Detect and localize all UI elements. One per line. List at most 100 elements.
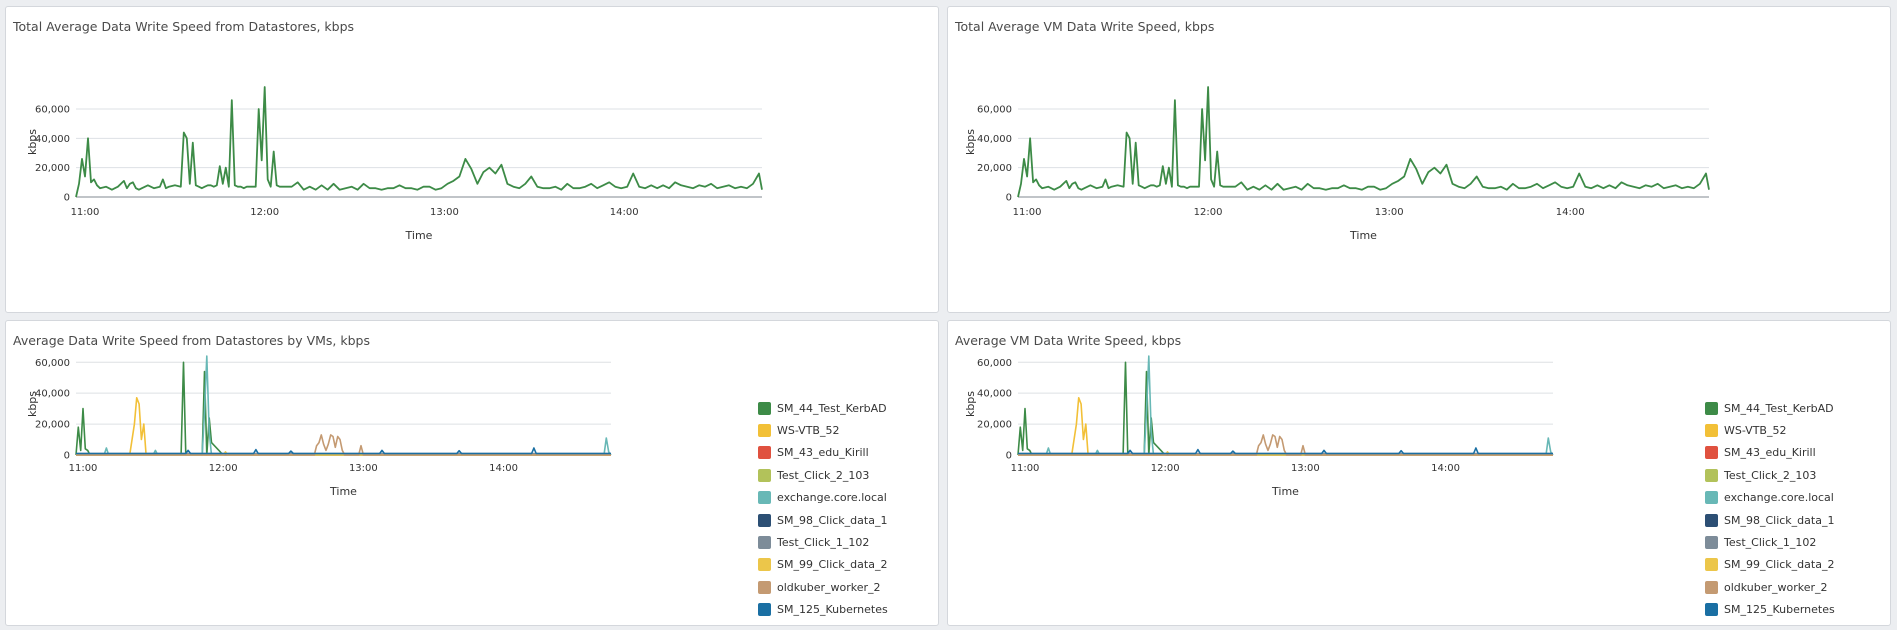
y-tick-label: 20,000	[35, 420, 70, 431]
series-line-ws-vtb-52[interactable]	[1018, 397, 1553, 456]
y-tick-label: 40,000	[35, 134, 70, 145]
legend-item[interactable]: SM_125_Kubernetes	[1705, 599, 1835, 621]
legend-item[interactable]: SM_125_Kubernetes	[758, 599, 888, 621]
x-tick-label: 11:00	[71, 207, 100, 218]
legend-label: SM_99_Click_data_2	[777, 558, 888, 572]
x-tick-label: 11:00	[1013, 207, 1042, 218]
x-tick-label: 11:00	[69, 463, 98, 474]
legend-label: oldkuber_worker_2	[1724, 580, 1828, 594]
legend-label: SM_43_edu_Kirill	[777, 446, 869, 460]
legend-label: oldkuber_worker_2	[777, 580, 881, 594]
series-line[interactable]	[75, 86, 763, 198]
legend-swatch	[1705, 603, 1718, 617]
y-tick-label: 60,000	[977, 358, 1012, 369]
y-tick-label: 60,000	[977, 105, 1012, 116]
series-line-sm-125-kubernetes[interactable]	[1018, 447, 1553, 455]
y-axis-title: kbps	[26, 391, 39, 417]
series-line-sm-44-test-kerbad[interactable]	[1017, 361, 1553, 456]
x-tick-label: 13:00	[1291, 463, 1320, 474]
y-tick-label: 0	[1006, 193, 1012, 204]
series-line-exchange-core-local[interactable]	[1018, 355, 1554, 456]
x-tick-label: 14:00	[489, 463, 518, 474]
y-tick-label: 40,000	[977, 389, 1012, 400]
legend-item[interactable]: exchange.core.local	[758, 487, 888, 509]
legend-item[interactable]: SM_43_edu_Kirill	[758, 442, 888, 464]
legend-item[interactable]: WS-VTB_52	[1705, 419, 1835, 441]
legend-label: WS-VTB_52	[1724, 424, 1787, 438]
legend-label: Test_Click_2_103	[777, 468, 870, 482]
legend-label: SM_44_Test_KerbAD	[1724, 401, 1834, 415]
legend-label: SM_125_Kubernetes	[777, 603, 888, 617]
legend-item[interactable]: SM_98_Click_data_1	[1705, 509, 1835, 531]
x-tick-label: 14:00	[610, 207, 639, 218]
legend-item[interactable]: SM_99_Click_data_2	[758, 554, 888, 576]
panel-title: Average Data Write Speed from Datastores…	[13, 333, 370, 348]
series-line[interactable]	[1017, 86, 1710, 198]
legend-label: Test_Click_1_102	[777, 536, 870, 550]
legend-swatch	[758, 491, 771, 505]
series-line-ws-vtb-52[interactable]	[76, 397, 611, 456]
y-tick-label: 40,000	[35, 389, 70, 400]
legend-item[interactable]: oldkuber_worker_2	[758, 576, 888, 598]
y-tick-label: 20,000	[977, 163, 1012, 174]
legend-item[interactable]: WS-VTB_52	[758, 419, 888, 441]
legend-label: Test_Click_2_103	[1724, 468, 1817, 482]
y-tick-label: 20,000	[977, 420, 1012, 431]
y-tick-label: 60,000	[35, 358, 70, 369]
series-line-oldkuber-worker-2[interactable]	[1018, 434, 1553, 456]
legend-item[interactable]: SM_99_Click_data_2	[1705, 554, 1835, 576]
x-tick-label: 12:00	[1194, 207, 1223, 218]
legend-item[interactable]: SM_44_Test_KerbAD	[758, 397, 888, 419]
series-line-sm-125-kubernetes[interactable]	[76, 447, 611, 455]
y-axis-title: kbps	[964, 391, 977, 417]
legend-swatch	[758, 513, 771, 527]
legend-item[interactable]: SM_44_Test_KerbAD	[1705, 397, 1835, 419]
x-axis-title: Time	[1271, 485, 1299, 498]
series-line-oldkuber-worker-2[interactable]	[76, 434, 611, 456]
legend-item[interactable]: oldkuber_worker_2	[1705, 576, 1835, 598]
x-tick-label: 13:00	[349, 463, 378, 474]
legend-swatch	[1705, 491, 1718, 505]
legend-label: SM_99_Click_data_2	[1724, 558, 1835, 572]
legend-item[interactable]: SM_43_edu_Kirill	[1705, 442, 1835, 464]
legend-label: SM_125_Kubernetes	[1724, 603, 1835, 617]
legend-label: SM_43_edu_Kirill	[1724, 446, 1816, 460]
legend-label: WS-VTB_52	[777, 424, 840, 438]
legend-swatch	[1705, 580, 1718, 594]
legend-label: SM_44_Test_KerbAD	[777, 401, 887, 415]
legend-item[interactable]: Test_Click_2_103	[1705, 464, 1835, 486]
panel-title: Total Average VM Data Write Speed, kbps	[955, 19, 1215, 34]
y-axis-title: kbps	[964, 129, 977, 155]
legend-item[interactable]: Test_Click_2_103	[758, 464, 888, 486]
x-axis-title: Time	[329, 485, 357, 498]
legend-label: exchange.core.local	[777, 491, 887, 505]
legend-label: Test_Click_1_102	[1724, 536, 1817, 550]
x-tick-label: 14:00	[1556, 207, 1585, 218]
legend-swatch	[758, 603, 771, 617]
chart-legend: SM_44_Test_KerbAD WS-VTB_52 SM_43_edu_Kiri…	[1705, 397, 1835, 621]
legend-swatch	[758, 468, 771, 482]
x-tick-label: 12:00	[1151, 463, 1180, 474]
legend-item[interactable]: Test_Click_1_102	[1705, 531, 1835, 553]
legend-label: SM_98_Click_data_1	[777, 513, 888, 527]
legend-swatch	[1705, 536, 1718, 550]
legend-swatch	[758, 401, 771, 415]
legend-label: exchange.core.local	[1724, 491, 1834, 505]
y-tick-label: 60,000	[35, 105, 70, 116]
series-line-exchange-core-local[interactable]	[76, 355, 612, 456]
x-tick-label: 12:00	[209, 463, 238, 474]
legend-swatch	[758, 536, 771, 550]
series-line-sm-44-test-kerbad[interactable]	[75, 361, 611, 456]
legend-item[interactable]: SM_98_Click_data_1	[758, 509, 888, 531]
legend-swatch	[758, 558, 771, 572]
y-tick-label: 0	[1006, 451, 1012, 462]
legend-item[interactable]: Test_Click_1_102	[758, 531, 888, 553]
legend-item[interactable]: exchange.core.local	[1705, 487, 1835, 509]
x-tick-label: 13:00	[1375, 207, 1404, 218]
x-tick-label: 13:00	[430, 207, 459, 218]
x-tick-label: 11:00	[1011, 463, 1040, 474]
